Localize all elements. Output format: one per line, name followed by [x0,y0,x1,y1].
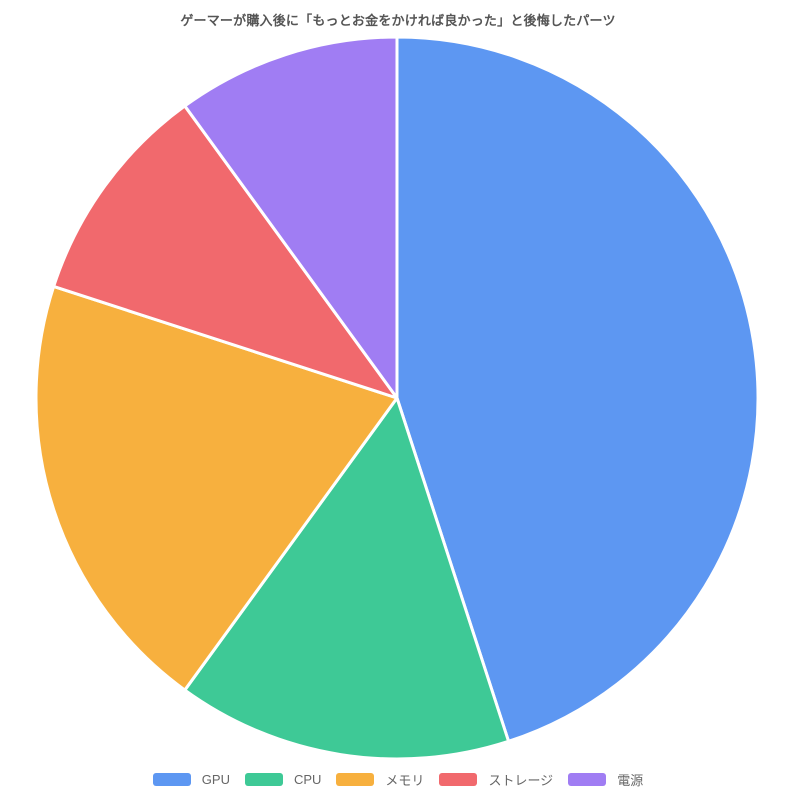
pie-slice-CPU[interactable] [183,396,511,761]
legend-label: CPU [293,772,322,787]
pie-slice-GPU[interactable] [395,35,760,743]
chart-legend: GPU CPU メモリ ストレージ 電源 [0,770,796,789]
pie-slice-電源[interactable] [183,35,399,400]
legend-item-CPU[interactable]: CPU [244,772,322,787]
legend-swatch [336,773,375,786]
legend-label: GPU [201,772,230,787]
pie-slice-ストレージ[interactable] [52,104,399,400]
pie-slice-メモリ[interactable] [34,284,399,692]
legend-item-GPU[interactable]: GPU [152,772,230,787]
legend-label: ストレージ [488,773,554,788]
legend-label: 電源 [617,773,644,788]
legend-swatch [568,773,607,786]
legend-swatch [244,773,283,786]
legend-item-ストレージ[interactable]: ストレージ [439,770,553,789]
legend-item-電源[interactable]: 電源 [568,770,643,789]
chart-title: ゲーマーが購入後に「もっとお金をかければ良かった」と後悔したパーツ [180,13,616,28]
legend-item-メモリ[interactable]: メモリ [336,770,424,789]
legend-swatch [152,773,191,786]
legend-label: メモリ [385,773,425,788]
legend-swatch [439,773,478,786]
